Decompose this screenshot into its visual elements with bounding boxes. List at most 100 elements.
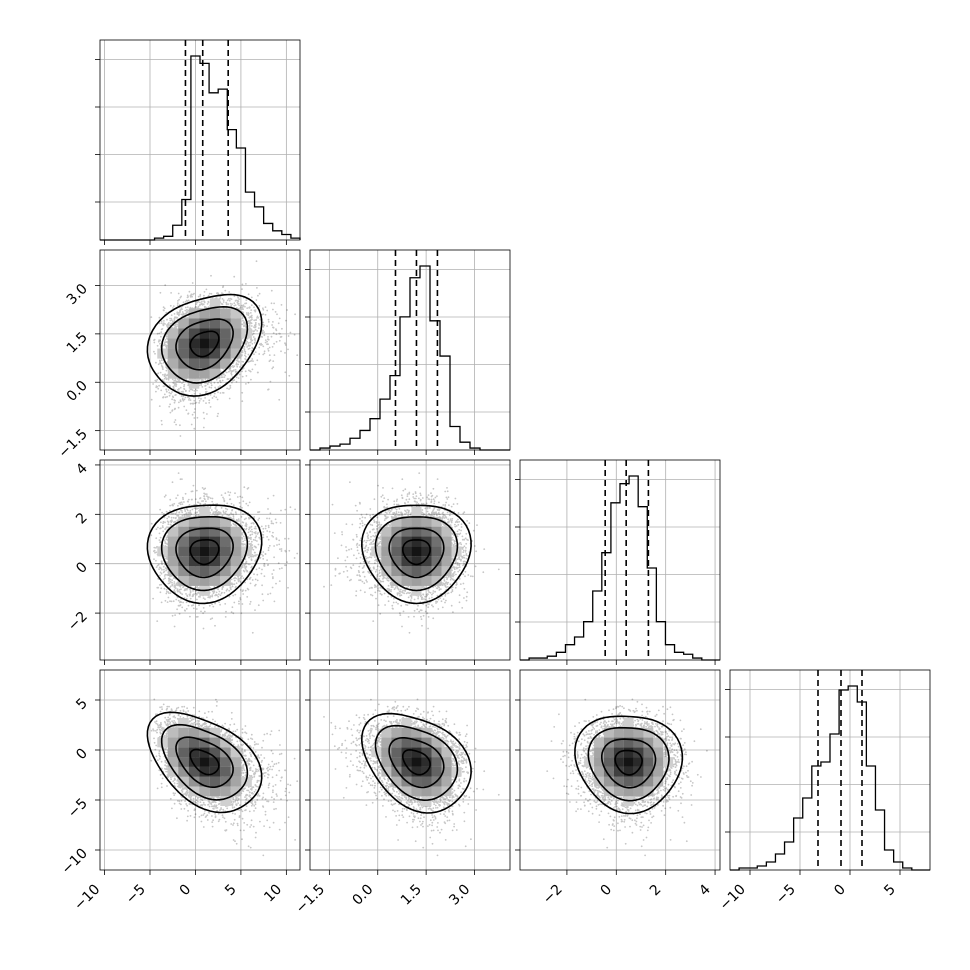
sample-point <box>248 307 251 309</box>
sample-point <box>193 390 196 392</box>
sample-point <box>267 349 270 352</box>
density-cell <box>220 308 231 319</box>
sample-point <box>263 352 266 355</box>
sample-point <box>157 387 160 390</box>
sample-point <box>261 331 264 334</box>
sample-point <box>243 348 246 351</box>
sample-point <box>231 370 234 373</box>
sample-point <box>192 293 194 296</box>
sample-point <box>205 402 207 404</box>
sample-point <box>152 383 155 385</box>
sample-point <box>176 304 179 306</box>
sample-point <box>215 378 218 381</box>
sample-point <box>198 400 201 402</box>
sample-point <box>278 339 281 342</box>
sample-point <box>162 323 165 326</box>
sample-point <box>254 351 257 353</box>
sample-point <box>183 388 186 391</box>
sample-point <box>193 417 196 419</box>
sample-point <box>217 293 220 295</box>
sample-point <box>169 304 172 307</box>
sample-point <box>199 392 202 395</box>
sample-point <box>179 386 182 389</box>
sample-point <box>202 627 205 630</box>
sample-point <box>248 369 250 372</box>
sample-point <box>269 380 272 383</box>
sample-point <box>155 361 157 364</box>
histogram-panel-3 <box>515 459 721 665</box>
sample-point <box>255 299 258 301</box>
sample-point <box>183 385 185 388</box>
sample-point <box>198 402 201 404</box>
sample-point <box>213 395 216 398</box>
sample-point <box>171 320 174 323</box>
sample-point <box>250 528 253 531</box>
sample-point <box>236 365 239 368</box>
sample-point <box>203 294 205 297</box>
sample-point <box>211 594 214 597</box>
sample-point <box>173 318 176 320</box>
sample-point <box>178 311 181 314</box>
sample-point <box>229 302 232 305</box>
sample-point <box>233 369 235 371</box>
sample-point <box>176 380 179 383</box>
sample-point <box>165 366 168 368</box>
sample-point <box>229 297 232 300</box>
density-cell <box>167 328 179 339</box>
sample-point <box>267 508 269 510</box>
sample-point <box>165 388 168 391</box>
sample-point <box>286 309 288 311</box>
sample-point <box>174 399 177 402</box>
sample-point <box>163 309 165 312</box>
sample-point <box>242 305 245 308</box>
sample-point <box>199 303 201 306</box>
sample-point <box>216 292 218 295</box>
sample-point <box>187 396 189 399</box>
sample-point <box>228 370 230 373</box>
sample-point <box>253 309 256 312</box>
sample-point <box>237 300 240 302</box>
sample-point <box>225 302 228 305</box>
sample-point <box>244 302 247 305</box>
sample-point <box>156 332 159 335</box>
sample-point <box>189 402 192 405</box>
sample-point <box>176 302 179 304</box>
sample-point <box>230 372 233 375</box>
sample-point <box>273 342 275 345</box>
sample-point <box>249 315 252 318</box>
sample-point <box>160 328 163 331</box>
sample-point <box>201 300 203 303</box>
x-tick-label: −5 <box>773 882 799 908</box>
sample-point <box>172 381 175 384</box>
sample-point <box>279 336 282 338</box>
sample-point <box>179 399 182 402</box>
sample-point <box>289 331 292 334</box>
histogram-panel-1 <box>95 39 301 245</box>
sample-point <box>223 376 226 378</box>
sample-point <box>210 274 212 277</box>
sample-point <box>244 354 246 357</box>
sample-point <box>164 323 166 325</box>
sample-point <box>241 317 244 320</box>
sample-point <box>169 403 172 406</box>
sample-point <box>243 350 246 352</box>
sample-point <box>275 328 277 331</box>
sample-point <box>160 362 163 365</box>
y-tick-label: 3.0 <box>64 281 91 308</box>
sample-point <box>206 413 208 415</box>
sample-point <box>206 303 209 305</box>
sample-point <box>160 365 163 367</box>
sample-point <box>250 304 253 307</box>
sample-point <box>225 371 228 374</box>
sample-point <box>262 353 265 356</box>
sample-point <box>261 336 263 338</box>
sample-point <box>258 343 261 346</box>
sample-point <box>162 565 165 568</box>
sample-point <box>173 318 176 320</box>
sample-point <box>241 391 244 394</box>
sample-point <box>256 330 259 332</box>
sample-point <box>181 398 184 401</box>
sample-point <box>222 299 225 302</box>
